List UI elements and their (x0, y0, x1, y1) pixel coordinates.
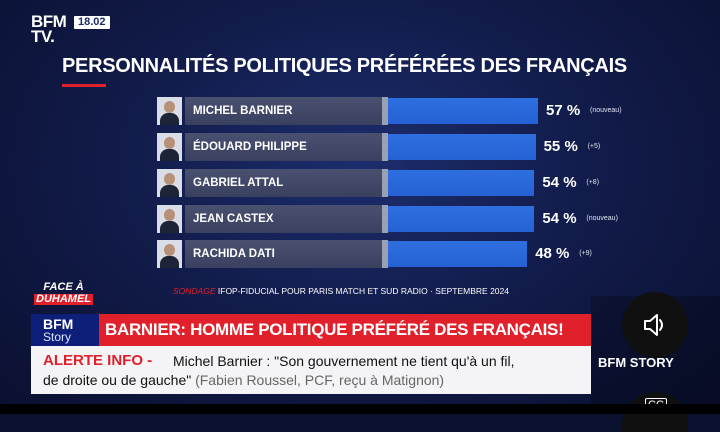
bar (388, 134, 536, 160)
bar-divider (382, 97, 388, 125)
value-label: 55 % (543, 138, 578, 155)
person-photo (157, 169, 182, 197)
value-label: 54 % (542, 174, 577, 191)
change-label: (+8) (586, 179, 600, 186)
ticker-line1: Michel Barnier : "Son gouvernement ne ti… (173, 353, 515, 369)
speaker-icon (644, 314, 663, 336)
show-logo: FACE À DUHAMEL (34, 282, 93, 305)
value-label: 57 % (546, 102, 581, 119)
bar (388, 241, 528, 267)
person-photo (157, 97, 182, 125)
chart-row: ÉDOUARD PHILIPPE 55 % (+5) (157, 133, 627, 161)
bar-divider (382, 205, 388, 233)
chart-row: MICHEL BARNIER 57 % (nouveau) (157, 97, 627, 125)
change-label: (+5) (587, 143, 601, 150)
headline-banner: BFM Story BARNIER: HOMME POLITIQUE PRÉFÉ… (31, 314, 591, 346)
news-ticker: ALERTE INFO - Michel Barnier : "Son gouv… (31, 346, 591, 394)
person-photo (157, 240, 182, 268)
value-label: 48 % (535, 245, 570, 262)
show-line2: DUHAMEL (34, 293, 93, 305)
bar-divider (382, 133, 388, 161)
value-label: 54 % (542, 210, 577, 227)
logo-line1: BFM (31, 12, 67, 31)
chart-row: GABRIEL ATTAL 54 % (+8) (157, 169, 627, 197)
sound-button[interactable] (622, 292, 688, 358)
bfmstory-logo: BFM Story (31, 314, 99, 346)
bar-divider (382, 169, 388, 197)
title-underline (62, 84, 106, 87)
chart-row: RACHIDA DATI 48 % (+9) (157, 240, 627, 268)
brand-line2: Story (43, 330, 72, 344)
ticker-quote-end: de droite ou de gauche" (43, 372, 192, 388)
person-photo (157, 133, 182, 161)
source-note: SONDAGE IFOP-FIDUCIAL POUR PARIS MATCH E… (173, 286, 509, 296)
chart-title: PERSONNALITÉS POLITIQUES PRÉFÉRÉES DES F… (62, 55, 627, 77)
category-label: JEAN CASTEX (185, 205, 382, 233)
category-label: ÉDOUARD PHILIPPE (185, 133, 382, 161)
category-label: MICHEL BARNIER (185, 97, 382, 125)
source-label: SONDAGE (173, 286, 216, 296)
brand-line1: BFM (43, 316, 74, 332)
change-label: (+9) (579, 250, 592, 257)
bar (388, 170, 535, 196)
show-line1: FACE À (43, 281, 84, 293)
clock: 18.02 (74, 16, 110, 29)
ticker-attribution: (Fabien Roussel, PCF, reçu à Matignon) (191, 372, 445, 388)
bar-divider (382, 240, 388, 268)
ticker-line2: de droite ou de gauche" (Fabien Roussel,… (43, 372, 444, 388)
source-text: IFOP-FIDUCIAL POUR PARIS MATCH ET SUD RA… (217, 286, 509, 296)
channel-logo: BFM TV. (31, 12, 67, 46)
person-photo (157, 205, 182, 233)
bar (388, 206, 535, 232)
category-label: RACHIDA DATI (185, 240, 382, 268)
channel-label: BFM STORY (598, 355, 674, 370)
logo-line2: TV. (31, 27, 55, 46)
headline-text: BARNIER: HOMME POLITIQUE PRÉFÉRÉ DES FRA… (105, 320, 564, 339)
change-label: (nouveau) (586, 215, 618, 222)
alert-label: ALERTE INFO - (43, 352, 153, 369)
category-label: GABRIEL ATTAL (185, 169, 382, 197)
bottom-strip (0, 404, 720, 414)
chart-row: JEAN CASTEX 54 % (nouveau) (157, 205, 627, 233)
change-label: (nouveau) (590, 107, 622, 114)
bar (388, 98, 538, 124)
